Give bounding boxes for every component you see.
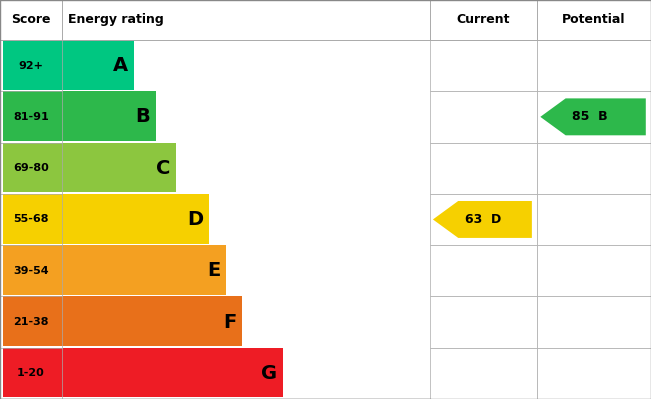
Polygon shape: [433, 201, 532, 238]
Bar: [537, 194, 651, 245]
Polygon shape: [540, 99, 646, 135]
Bar: [430, 142, 537, 194]
Bar: [62, 245, 225, 295]
Bar: [430, 245, 537, 296]
Bar: [537, 348, 651, 399]
Text: C: C: [156, 159, 171, 178]
Bar: [3, 91, 62, 141]
Text: 21-38: 21-38: [13, 317, 49, 327]
Bar: [537, 142, 651, 194]
Bar: [62, 348, 283, 397]
Bar: [62, 40, 133, 90]
Bar: [3, 296, 62, 346]
Text: 85  B: 85 B: [572, 111, 608, 123]
Text: A: A: [113, 56, 128, 75]
Text: 55-68: 55-68: [13, 214, 49, 225]
Text: 92+: 92+: [18, 61, 44, 71]
Text: Potential: Potential: [562, 14, 626, 26]
Text: 63  D: 63 D: [465, 213, 501, 226]
Text: Energy rating: Energy rating: [68, 14, 164, 26]
Text: 1-20: 1-20: [17, 368, 45, 378]
Bar: [3, 40, 62, 90]
Text: B: B: [135, 107, 150, 126]
Text: 81-91: 81-91: [13, 112, 49, 122]
Text: 69-80: 69-80: [13, 163, 49, 173]
Text: G: G: [261, 364, 277, 383]
Bar: [537, 245, 651, 296]
Bar: [62, 194, 209, 243]
Bar: [430, 296, 537, 348]
Bar: [537, 40, 651, 91]
Text: Current: Current: [456, 14, 510, 26]
Bar: [430, 348, 537, 399]
Bar: [537, 296, 651, 348]
Bar: [430, 91, 537, 142]
Bar: [3, 245, 62, 295]
Bar: [3, 348, 62, 397]
Bar: [3, 194, 62, 243]
Bar: [62, 91, 156, 141]
Text: D: D: [187, 210, 204, 229]
Bar: [3, 142, 62, 192]
Bar: [430, 194, 537, 245]
Bar: [62, 142, 176, 192]
Bar: [62, 296, 242, 346]
Text: 39-54: 39-54: [13, 266, 49, 276]
Text: E: E: [207, 261, 220, 280]
Bar: [537, 91, 651, 142]
Bar: [430, 40, 537, 91]
Text: Score: Score: [11, 14, 51, 26]
Text: F: F: [223, 312, 237, 332]
Bar: [0, 0, 651, 40]
